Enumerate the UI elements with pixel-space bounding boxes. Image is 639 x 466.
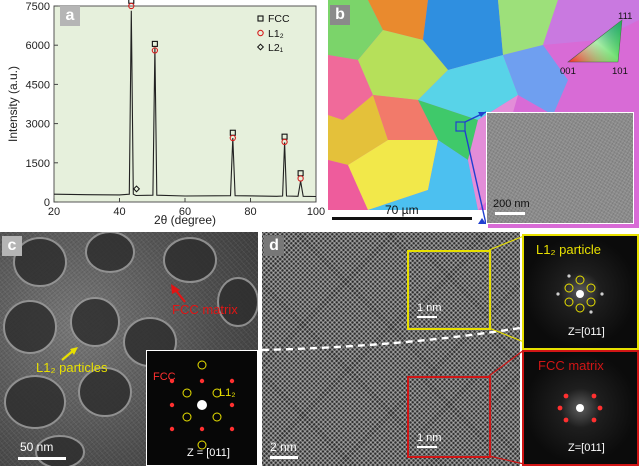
plot-area [53,5,317,203]
x-tick-label: 100 [307,206,325,218]
l12-peak-marker [128,2,135,10]
fft-fcc-matrix: FCC matrix Z=[011] [522,350,639,466]
inset-scale-bar [495,212,525,215]
ipf-color-key: 111 001 101 [560,11,632,77]
saed-pattern [169,360,235,450]
legend-fcc-marker [257,15,264,22]
legend-fcc-label: FCC [268,13,290,25]
main-scale-bar [332,217,472,220]
inset-bottom-scale-label: 1 nm [417,432,442,444]
scale-label-c: 50 nm [20,440,54,454]
interface-line [262,326,520,352]
fft-bottom-zone: Z=[011] [568,442,605,454]
l12-peak-marker [229,134,236,142]
panel-b-ebsd-map: 111 001 101 200 nm 70 µm b [328,0,639,228]
y-tick-label: 1500 [26,158,50,170]
inset-scale-label: 200 nm [493,198,530,210]
inset-top-scale-bar [417,316,437,318]
fft-top-zone: Z=[011] [568,326,605,338]
panel-d-hrtem-image: 1 nm 1 nm 2 nm d [262,232,520,466]
saed-zone-axis: Z = [011] [187,447,230,459]
hrtem-inset-bottom: 1 nm [407,376,491,458]
ipf-label-101: 101 [612,66,628,77]
main-scale-label: 70 µm [385,203,419,217]
sem-inset-image: 200 nm [486,112,634,224]
y-axis-title: Intensity (a.u.) [6,66,20,142]
saed-inset: FCC L1₂ Z = [011] [146,350,258,466]
inset-top-scale-label: 1 nm [417,302,442,314]
annotation-arrows [61,284,186,361]
x-tick-label: 20 [48,206,60,218]
y-tick-label: 4500 [26,79,50,91]
saed-fcc-label: FCC [153,371,176,383]
y-tick-label: 3000 [26,119,50,131]
x-tick-label: 80 [244,206,256,218]
fft-top-pattern [556,274,604,314]
ipf-label-001: 001 [560,66,576,77]
fcc-matrix-label: FCC matrix [172,302,238,317]
fcc-peak-marker [151,40,158,47]
x-tick-label: 40 [113,206,125,218]
inset-bottom-scale-bar [417,446,437,448]
panel-label-a: a [60,6,80,26]
l12-peak-marker [297,175,304,182]
tem-particles [3,232,258,466]
fft-bottom-title: FCC matrix [538,358,604,373]
zoom-indicator [455,111,487,225]
hrtem-inset-top: 1 nm [407,250,491,330]
scale-bar-d [270,456,298,459]
legend: FCC L1₂ L2₁ [256,13,290,54]
xrd-chart: 0 1500 3000 4500 6000 7500 20 40 60 80 100 Intens… [6,0,325,227]
panel-c-tem-image: FCC matrix L1₂ particles FCC L1₂ Z = [01… [0,232,258,466]
scale-bar-c [18,457,66,460]
fft-top-title: L1₂ particle [536,242,602,257]
panel-a-xrd-chart: 0 1500 3000 4500 6000 7500 20 40 60 80 100 Intens… [0,0,325,228]
x-tick-label: 60 [179,206,191,218]
legend-l21-label: L2₁ [268,42,284,54]
l12-particles-label: L1₂ particles [36,360,108,375]
legend-l12-label: L1₂ [268,28,284,40]
l21-peak-marker [132,185,141,193]
fft-bottom-pattern [557,393,603,423]
legend-l12-marker [257,29,264,37]
panel-label-c: c [2,236,22,256]
x-axis-title: 2θ (degree) [154,213,216,227]
l12-peak-marker [281,138,288,146]
scale-label-d: 2 nm [270,440,297,454]
y-tick-label: 7500 [26,1,50,13]
legend-l21-marker [256,43,265,51]
l12-peak-marker [151,47,159,54]
panel-label-d: d [264,236,284,256]
panel-label-b: b [330,5,350,25]
fft-l12-particle: L1₂ particle Z=[011] [522,234,639,350]
ipf-label-111: 111 [618,11,632,22]
fcc-peak-marker [128,0,135,4]
y-tick-label: 6000 [26,40,50,52]
y-tick-label: 0 [44,197,50,209]
xrd-pattern-line [53,10,317,198]
saed-l12-label: L1₂ [219,387,236,399]
